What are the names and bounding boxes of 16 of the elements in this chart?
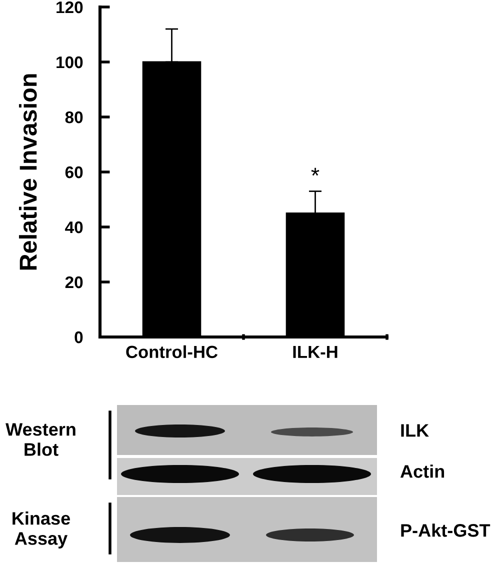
y-tick-label: 120	[56, 1, 83, 14]
y-tick-label: 40	[65, 221, 83, 234]
x-tick-label: ILK-H	[293, 346, 338, 358]
x-tick-label: Control-HC	[126, 345, 218, 358]
text: Actin	[400, 464, 444, 478]
y-tick-label: 100	[56, 56, 83, 68]
annotation: *	[311, 168, 320, 176]
y-axis-title: Relative Invasion	[18, 74, 37, 270]
text: Kinase Assay	[12, 512, 70, 548]
y-tick-label: 60	[65, 166, 83, 178]
text: Western Blot	[6, 423, 76, 456]
text: ILK	[401, 424, 429, 437]
y-tick-label: 20	[65, 276, 83, 288]
y-tick-label: 80	[65, 111, 83, 124]
y-tick-label: 0	[74, 331, 83, 344]
text: P-Akt-GST	[401, 524, 490, 537]
